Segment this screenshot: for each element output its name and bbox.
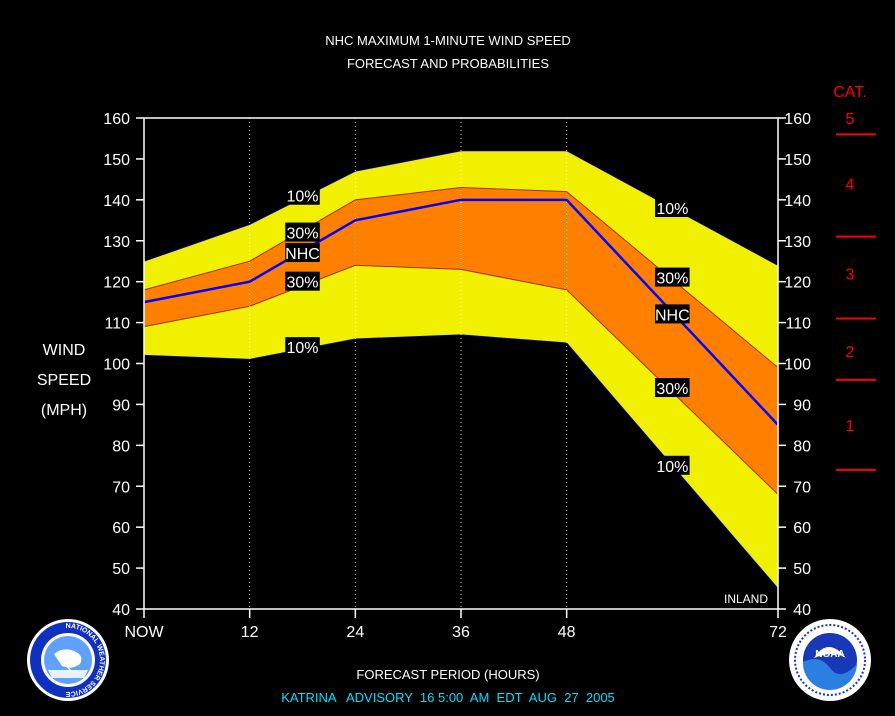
annotation-box — [285, 185, 320, 205]
chart-title: NHC MAXIMUM 1-MINUTE WIND SPEED — [325, 33, 571, 48]
annotation-box — [655, 198, 690, 218]
category-label: 2 — [846, 344, 855, 361]
category-label: 1 — [846, 418, 855, 435]
y-tick-label-right: 40 — [793, 602, 811, 619]
annotation-text: 30% — [286, 226, 318, 243]
y-tick-label-right: 160 — [784, 111, 811, 128]
annotation-label: 10% — [655, 455, 690, 476]
advisory-footer: KATRINA ADVISORY 16 5:00 AM EDT AUG 27 2… — [281, 690, 615, 705]
nhc-forecast-line — [143, 198, 779, 426]
y-tick-label-left: 140 — [103, 193, 130, 210]
annotation-text: 30% — [656, 271, 688, 288]
annotation-box — [285, 337, 320, 357]
annotation-label: 30% — [655, 378, 690, 398]
y-tick-label-left: 160 — [103, 111, 130, 128]
category-label: 3 — [846, 266, 855, 283]
annotation-box — [285, 243, 320, 263]
band-10-lower-edge — [143, 334, 779, 589]
x-axis-ticks: NOW 12 24 36 48 72 — [124, 609, 787, 641]
nhc-line — [143, 198, 779, 426]
y-tick-label-left: 80 — [112, 438, 130, 455]
y-tick-label-left: 120 — [103, 275, 130, 292]
annotation-text: 10% — [286, 189, 318, 206]
y-tick-label-right: 60 — [793, 520, 811, 537]
annotation-box — [655, 378, 690, 398]
annotation-text: NHC — [285, 246, 320, 263]
y-tick-label-right: 90 — [793, 397, 811, 414]
y-tick-label-left: 40 — [112, 602, 130, 619]
annotation-label: NHC — [655, 304, 690, 324]
band-30-upper-edge — [143, 187, 779, 368]
band-10-upper-edge — [143, 150, 779, 266]
category-scale-title: CAT. — [833, 84, 866, 101]
chart-subtitle: FORECAST AND PROBABILITIES — [347, 56, 549, 71]
y-tick-label-right: 70 — [793, 479, 811, 496]
x-tick-label: 36 — [452, 624, 470, 641]
y-tick-label-right: 130 — [784, 234, 811, 251]
annotation-label: 30% — [285, 222, 320, 243]
y-tick-label-right: 150 — [784, 152, 811, 169]
annotation-label: 30% — [655, 267, 690, 288]
y-tick-label-left: 60 — [112, 520, 130, 537]
annotation-label: 10% — [285, 185, 320, 206]
y-axis-ticks: 40 40 50 50 60 60 70 70 80 80 90 90 100 100 110 110 120 1… — [103, 111, 811, 619]
y-axis-label-line1: WIND — [43, 342, 86, 359]
inland-label: INLAND — [724, 592, 768, 606]
category-label: 4 — [846, 176, 855, 193]
y-tick-label-right: 110 — [785, 316, 811, 333]
band-30-percent — [144, 187, 778, 495]
annotation-box — [655, 455, 690, 475]
x-tick-label: 12 — [241, 624, 259, 641]
annotation-box — [285, 271, 320, 291]
noaa-logo-text: NOAA — [815, 649, 844, 660]
x-tick-label: 24 — [346, 624, 364, 641]
annotation-text: 10% — [656, 201, 688, 218]
y-tick-label-right: 50 — [793, 561, 811, 578]
noaa-logo: NOAA — [789, 619, 871, 701]
annotation-text: 30% — [656, 381, 688, 398]
y-tick-label-right: 80 — [793, 438, 811, 455]
y-tick-label-right: 140 — [784, 193, 811, 210]
x-tick-label: 72 — [769, 624, 787, 641]
y-axis-label-line3: (MPH) — [41, 402, 87, 419]
y-tick-label-right: 100 — [784, 357, 811, 374]
category-scale: 5 4 3 2 1 — [836, 111, 876, 471]
national-weather-service-logo: NATIONAL WEATHER SERVICE — [27, 619, 109, 701]
category-label: 5 — [846, 111, 855, 128]
annotation-box — [655, 304, 690, 324]
y-tick-label-left: 50 — [112, 561, 130, 578]
annotation-label: 10% — [285, 337, 320, 357]
x-tick-label: 48 — [558, 624, 576, 641]
annotation-label: 10% — [655, 198, 690, 218]
band-annotations: 10% 30% NHC 30% 10% 10% 30% NHC 30% 10% — [285, 185, 690, 476]
annotation-text: 10% — [286, 340, 318, 357]
y-tick-label-left: 100 — [103, 357, 130, 374]
y-tick-label-left: 150 — [103, 152, 130, 169]
annotation-text: 10% — [656, 459, 688, 476]
annotation-label: 30% — [285, 271, 320, 292]
annotation-box — [655, 267, 690, 287]
y-axis-label-line2: SPEED — [37, 372, 91, 389]
y-tick-label-right: 120 — [784, 275, 811, 292]
y-tick-label-left: 70 — [112, 479, 130, 496]
annotation-text: 30% — [286, 275, 318, 292]
annotation-box — [285, 222, 320, 242]
y-tick-label-left: 130 — [103, 234, 130, 251]
band-30-lower-edge — [143, 264, 779, 495]
y-tick-label-left: 90 — [112, 397, 130, 414]
annotation-label: NHC — [285, 243, 320, 263]
x-axis-label: FORECAST PERIOD (HOURS) — [356, 667, 539, 682]
x-tick-label: NOW — [124, 624, 164, 641]
annotation-text: NHC — [655, 307, 690, 324]
y-tick-label-left: 110 — [104, 316, 130, 333]
